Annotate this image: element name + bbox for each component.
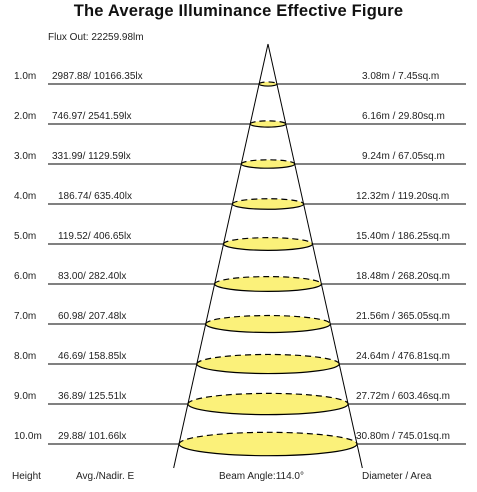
light-spot-front-edge [249,123,287,128]
light-spot [222,237,314,251]
row-illuminance-label: 60.98/ 207.48lx [58,311,127,322]
light-spot-back-edge [205,314,331,325]
light-spot-fill [223,237,313,251]
footer-illuminance-label: Avg./Nadir. E [76,471,135,482]
row-illuminance-label: 36.89/ 125.51lx [58,391,127,402]
row-height-label: 10.0m [14,431,42,442]
row-diameter-area-label: 6.16m / 29.80sq.m [362,111,445,122]
light-spot-fill [187,393,349,415]
row-illuminance-label: 2987.88/ 10166.35lx [52,71,143,82]
row-illuminance-label: 29.88/ 101.66lx [58,431,127,442]
light-spot-fill [179,432,357,456]
row-diameter-area-label: 18.48m / 268.20sq.m [356,271,450,282]
row-height-label: 5.0m [14,231,37,242]
light-spot [205,314,331,334]
row-height-label: 1.0m [14,71,37,82]
row-illuminance-label: 746.97/ 2541.59lx [52,111,132,122]
row-height-label: 4.0m [14,191,37,202]
light-spot-fill [205,315,331,333]
row-illuminance-label: 119.52/ 406.65lx [58,231,132,242]
row-diameter-area-label: 3.08m / 7.45sq.m [362,71,440,82]
light-spot-back-edge [231,198,305,205]
light-spot-front-edge [231,203,305,210]
row-height-label: 8.0m [14,351,37,362]
footer-diameter-area-label: Diameter / Area [362,471,432,482]
light-spot-back-edge [249,120,287,125]
light-spot-back-edge [196,353,340,365]
light-spot-back-edge [214,275,322,285]
light-spot [178,431,358,457]
light-spot-back-edge [240,159,296,165]
light-spot-front-edge [258,83,278,87]
light-spot [214,275,322,293]
light-spot [249,120,287,128]
light-spot-back-edge [187,392,349,405]
light-spot-fill [214,276,322,292]
figure-title: The Average Illuminance Effective Figure [73,2,404,20]
light-spot-front-edge [196,363,340,375]
light-spot-fill [259,81,277,87]
row-height-label: 7.0m [14,311,37,322]
light-spot [231,198,305,210]
light-spot-front-edge [187,403,349,416]
row-illuminance-label: 83.00/ 282.40lx [58,271,127,282]
row-diameter-area-label: 21.56m / 365.05sq.m [356,311,450,322]
row-illuminance-label: 331.99/ 1129.59lx [52,151,131,162]
light-spot-fill [232,198,304,210]
footer-beam-angle-label: Beam Angle:114.0° [219,471,304,482]
light-spot-fill [196,354,340,374]
light-spot-back-edge [178,431,358,445]
row-height-label: 9.0m [14,391,37,402]
light-spot-front-edge [178,443,358,457]
light-spot-front-edge [240,163,296,169]
light-spot [258,81,278,87]
row-diameter-area-label: 15.40m / 186.25sq.m [356,231,450,242]
row-diameter-area-label: 27.72m / 603.46sq.m [356,391,450,402]
row-illuminance-label: 186.74/ 635.40lx [58,191,132,202]
light-spot-front-edge [214,283,322,293]
light-spot [187,392,349,416]
row-diameter-area-label: 9.24m / 67.05sq.m [362,151,445,162]
row-height-label: 3.0m [14,151,37,162]
light-spot [196,353,340,375]
light-spot-fill [250,120,286,128]
row-diameter-area-label: 24.64m / 476.81sq.m [356,351,450,362]
beam-right-edge [267,43,363,469]
footer-height-label: Height [12,471,41,482]
row-height-label: 2.0m [14,111,37,122]
beam-left-edge [173,43,269,469]
row-diameter-area-label: 12.32m / 119.20sq.m [356,191,450,202]
row-height-label: 6.0m [14,271,37,282]
flux-out-label: Flux Out: 22259.98lm [48,32,144,43]
light-spot-front-edge [205,323,331,334]
light-spot-front-edge [222,243,314,251]
light-spot [240,159,296,169]
row-diameter-area-label: 30.80m / 745.01sq.m [356,431,450,442]
row-illuminance-label: 46.69/ 158.85lx [58,351,127,362]
light-spot-fill [241,159,295,169]
light-spot-back-edge [222,237,314,245]
